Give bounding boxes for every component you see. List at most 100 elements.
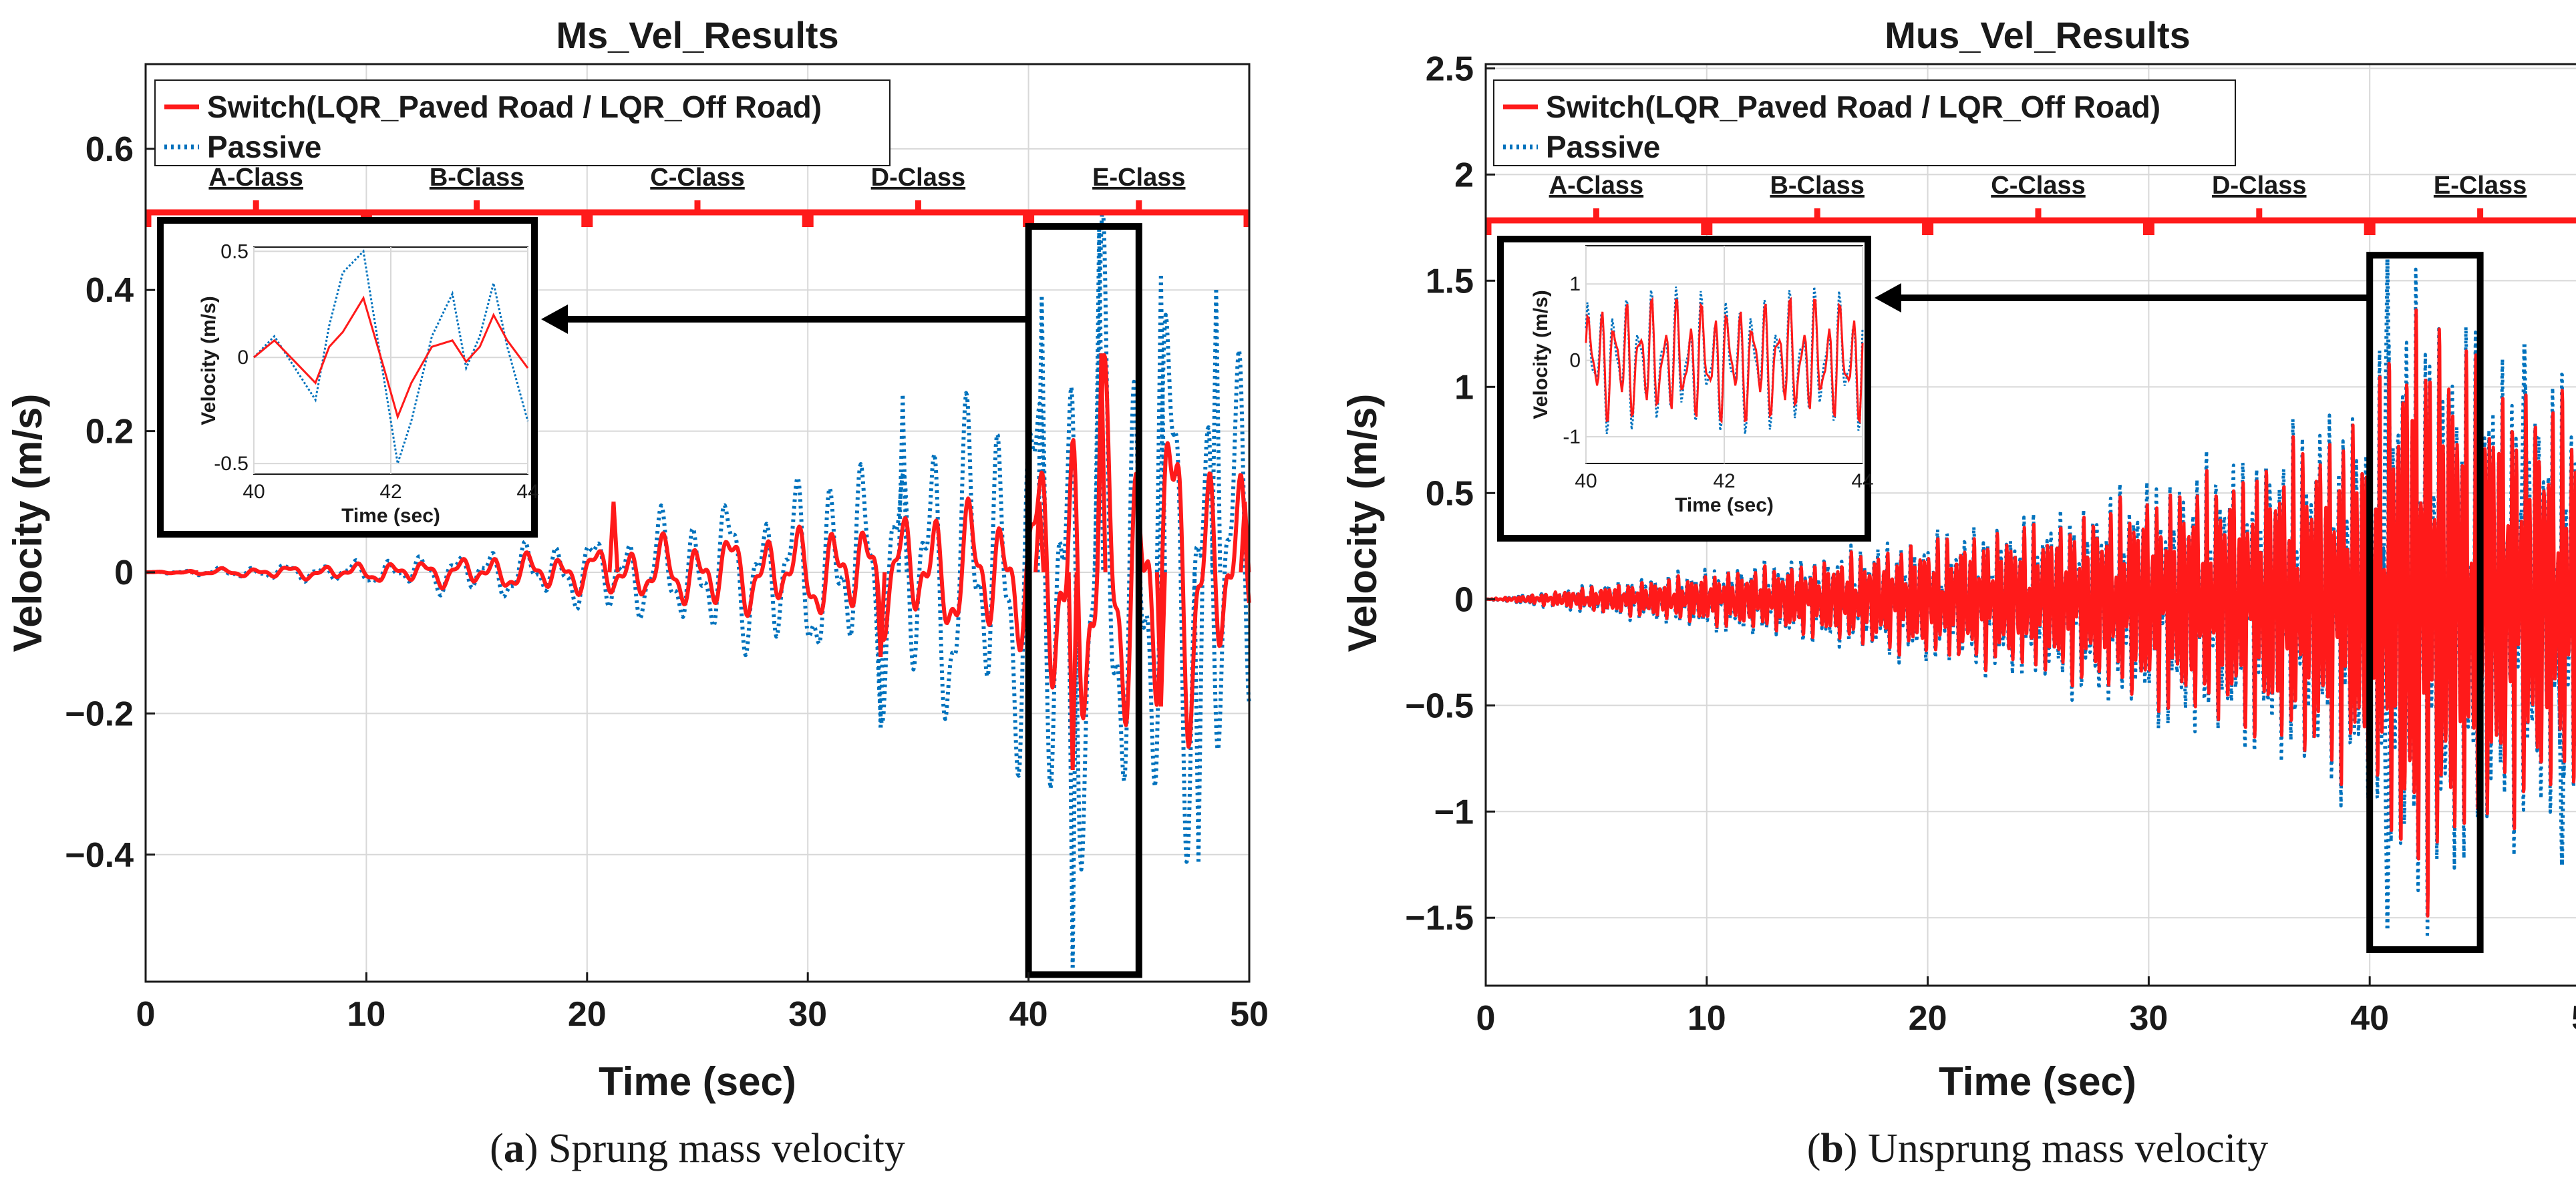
y-tick-label: 0.2 <box>86 413 134 451</box>
inset-y-axis-label: Velocity (m/s) <box>1530 290 1552 419</box>
switch-series-peak <box>878 572 887 657</box>
bracket-shape <box>1028 200 1250 227</box>
x-tick-label: 20 <box>1909 999 1947 1038</box>
bracket-shape <box>1706 208 1929 235</box>
inset-x-axis-label: Time (sec) <box>341 505 440 527</box>
x-tick-label: 40 <box>2350 999 2389 1038</box>
inset-x-tick-label: 42 <box>379 481 401 503</box>
class-bracket-c-class: C-Class <box>1927 172 2149 235</box>
x-tick-label: 0 <box>1476 999 1496 1038</box>
class-label: A-Class <box>1549 172 1644 200</box>
y-tick-label: 1.5 <box>1426 262 1474 301</box>
class-bracket-a-class: A-Class <box>1485 172 1708 235</box>
switch-series-peak <box>1037 502 1046 573</box>
inset-y-axis-label: Velocity (m/s) <box>198 296 220 425</box>
bracket-shape <box>2148 208 2370 235</box>
class-label: B-Class <box>1770 172 1865 200</box>
caption-a-letter: a <box>504 1126 524 1171</box>
chart-sprung-mass-velocity: A-Class B-Class C-Class D-Class E-Class 0 10 2… <box>5 14 1269 1104</box>
class-bracket-e-class: E-Class <box>2369 172 2576 235</box>
x-tick-label: 20 <box>568 995 607 1034</box>
switch-series-peak <box>1243 502 1251 573</box>
class-bracket-e-class: E-Class <box>1028 164 1250 227</box>
class-label: E-Class <box>1092 164 1185 192</box>
switch-series-peak <box>1070 572 1079 770</box>
class-label: A-Class <box>208 164 303 192</box>
x-tick-label: 50 <box>2571 999 2576 1038</box>
chart-title: Mus_Vel_Results <box>1885 14 2191 56</box>
bracket-shape <box>1485 208 1708 235</box>
passive-series-peak <box>901 395 909 573</box>
passive-series-peak <box>1158 276 1167 573</box>
x-tick-label: 30 <box>2129 999 2168 1038</box>
plot-frame <box>1484 63 2576 987</box>
class-bracket-a-class: A-Class <box>145 164 367 227</box>
y-tick-label: −0.4 <box>65 836 134 875</box>
passive-series-peak <box>897 395 905 573</box>
chart-unsprung-mass-velocity: A-Class B-Class C-Class D-Class E-Class 0 1 0 2… <box>1340 14 2576 1104</box>
inset-switch-series <box>253 295 529 420</box>
passive-series-peak <box>1196 572 1205 862</box>
y-tick-label: 0.4 <box>86 271 134 310</box>
y-tick-label: 0 <box>1454 580 1474 619</box>
class-bracket-d-class: D-Class <box>2148 172 2370 235</box>
passive-series-peak <box>1214 290 1223 573</box>
passive-series-peak <box>874 572 883 728</box>
bracket-shape <box>807 200 1029 227</box>
caption-b: (b) Unsprung mass velocity <box>1807 1126 2269 1171</box>
y-tick-label: 1 <box>1454 368 1474 407</box>
legend-switch-label: Switch(LQR_Paved Road / LQR_Off Road) <box>207 89 822 124</box>
caption-a: (a) Sprung mass velocity <box>490 1126 905 1171</box>
inset-y-tick-label: 0 <box>1569 350 1581 372</box>
caption-b-text: Unsprung mass velocity <box>1858 1126 2269 1171</box>
x-tick-label: 30 <box>788 995 827 1034</box>
inset-y-tick-label: 0 <box>237 347 249 369</box>
inset-x-tick-label: 40 <box>1575 470 1597 492</box>
inset-x-tick-label: 44 <box>516 481 538 503</box>
class-label: B-Class <box>430 164 524 192</box>
inset-x-axis-label: Time (sec) <box>1675 494 1774 516</box>
passive-series-peak <box>2555 599 2564 865</box>
inset-x-tick-label: 44 <box>1851 470 1873 492</box>
y-axis-label: Velocity (m/s) <box>1340 394 1385 652</box>
caption-a-text: Sprung mass velocity <box>538 1126 905 1171</box>
y-tick-label: 0.5 <box>1426 474 1474 513</box>
zoom-arrow-head <box>541 305 568 334</box>
y-tick-label: −1 <box>1434 793 1474 831</box>
switch-series-peak <box>611 502 620 573</box>
legend-passive-label: Passive <box>1546 130 1660 164</box>
switch-series-peak <box>1158 572 1167 707</box>
inset-zoom: 40 42 44 -1 0 1 Time (sec) Velocity (m/s) <box>1497 236 1874 542</box>
class-label: C-Class <box>1991 172 2086 200</box>
passive-series-peak <box>1035 297 1044 573</box>
class-label: D-Class <box>2212 172 2307 200</box>
x-tick-label: 40 <box>1009 995 1048 1034</box>
legend-passive-label: Passive <box>207 130 321 164</box>
inset-zoom: 40 42 44 -0.5 0 0.5 Time (sec) Velocity (m/s) <box>157 217 539 538</box>
x-tick-label: 0 <box>136 995 156 1034</box>
y-tick-label: 0.6 <box>86 130 134 169</box>
switch-series <box>144 353 1251 749</box>
bracket-shape <box>587 200 808 227</box>
inset-y-tick-label: -0.5 <box>214 453 249 475</box>
x-tick-label: 50 <box>1230 995 1269 1034</box>
y-axis-label: Velocity (m/s) <box>5 394 50 652</box>
zoom-region-box <box>2366 252 2484 953</box>
passive-series-peak <box>1093 226 1102 573</box>
inset-y-tick-label: 0.5 <box>220 240 249 262</box>
legend-box <box>154 79 891 166</box>
y-tick-label: 0 <box>114 554 134 592</box>
switch-series <box>1484 308 2576 918</box>
passive-series-peak <box>2381 259 2390 600</box>
plot-frame <box>144 63 1251 983</box>
legend-switch-label: Switch(LQR_Paved Road / LQR_Off Road) <box>1546 89 2160 124</box>
class-label: E-Class <box>2434 172 2527 200</box>
caption-b-letter: b <box>1820 1126 1843 1171</box>
legend: Switch(LQR_Paved Road / LQR_Off Road) Pa… <box>1493 79 2236 166</box>
class-label: D-Class <box>871 164 966 192</box>
class-bracket-d-class: D-Class <box>807 164 1029 227</box>
legend: Switch(LQR_Paved Road / LQR_Off Road) Pa… <box>154 79 891 166</box>
x-axis-label: Time (sec) <box>599 1059 796 1104</box>
y-tick-label: −1.5 <box>1405 899 1474 938</box>
